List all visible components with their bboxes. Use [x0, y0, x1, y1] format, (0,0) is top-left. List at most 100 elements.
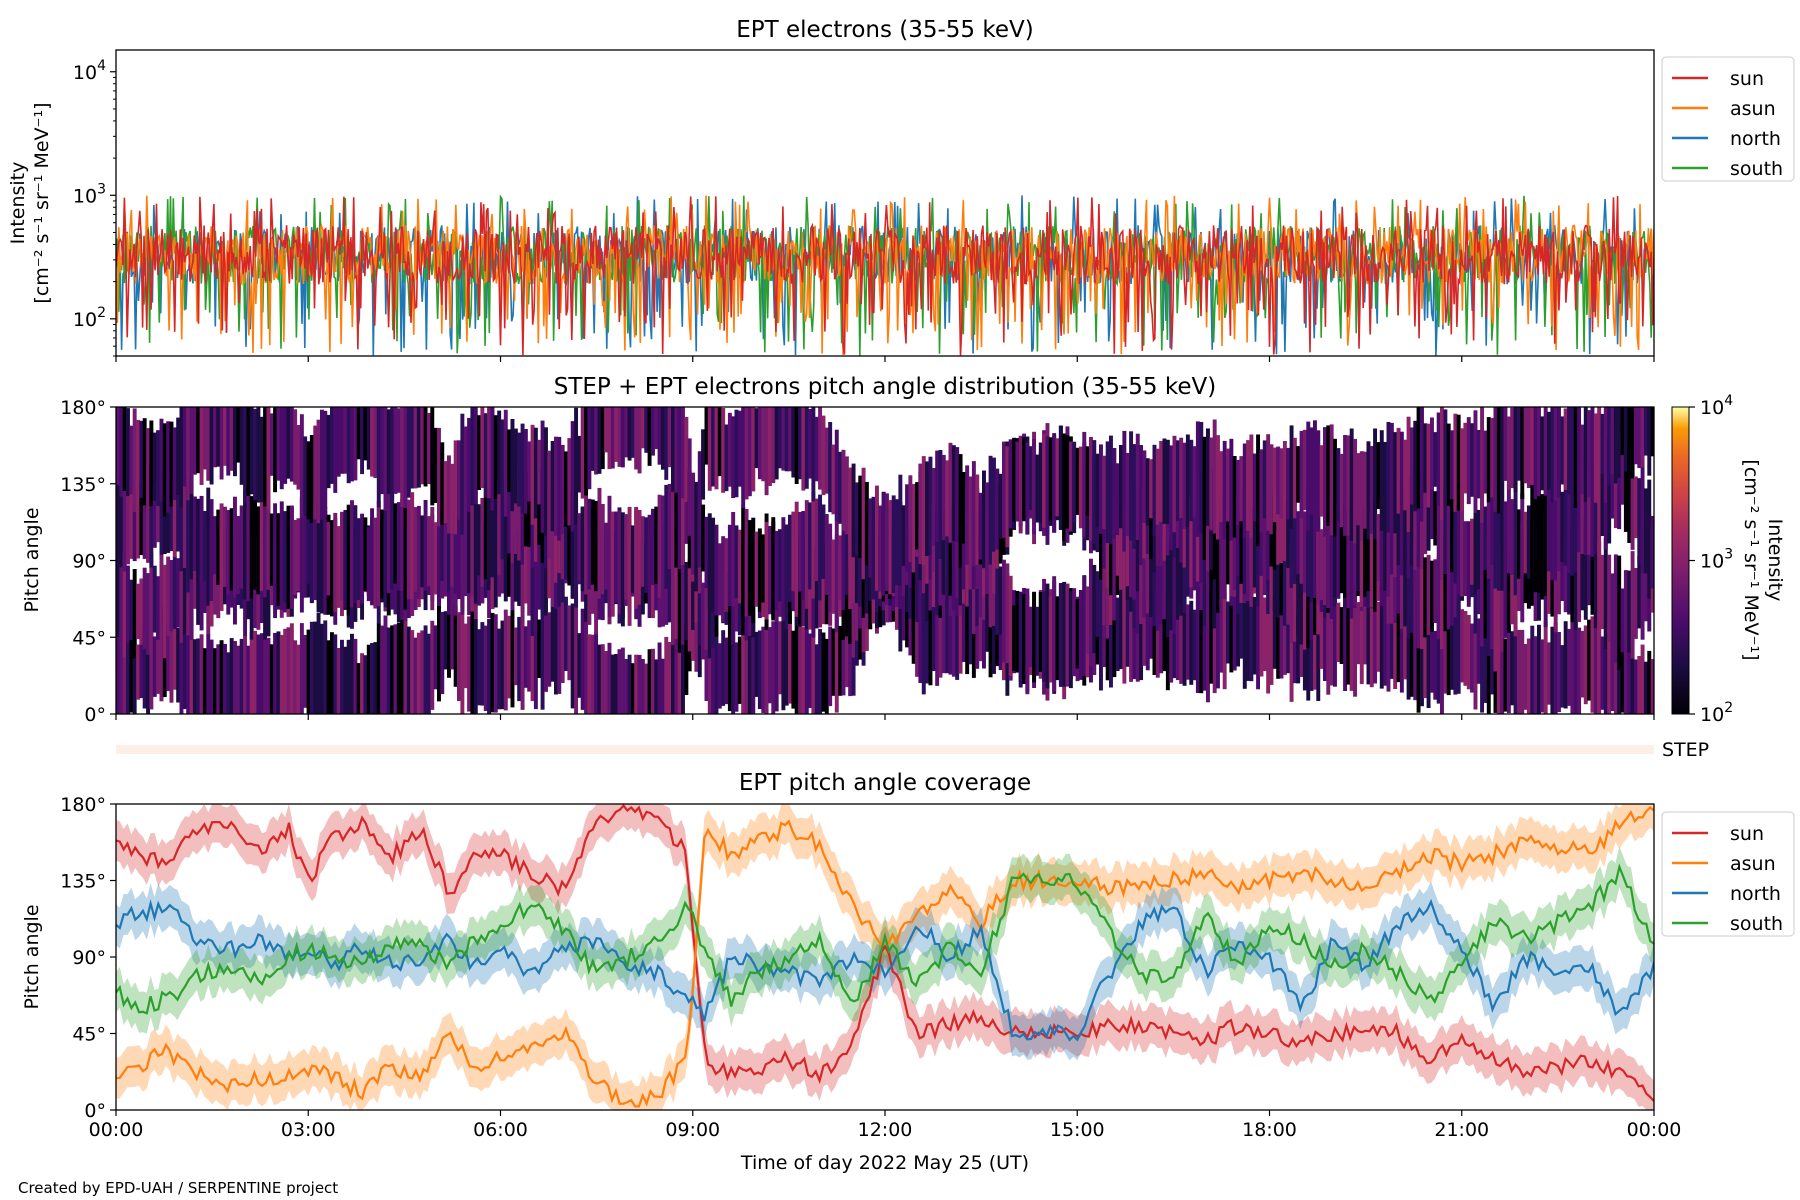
y-tick-label: 90° — [72, 551, 106, 573]
pad-cell — [1313, 420, 1317, 521]
pad-cell — [1420, 551, 1424, 649]
pad-cell — [998, 473, 1003, 539]
pad-cell — [778, 621, 782, 695]
pad-cell — [517, 616, 522, 702]
pad-cell — [1617, 628, 1622, 714]
coverage-legend: sun asun north south — [1661, 811, 1795, 937]
pad-cell — [935, 508, 940, 599]
pad-cell — [1129, 431, 1134, 541]
pad-y-ticks: 0° 45° 90° 135° 180° — [60, 397, 116, 726]
y-tick-label: 180° — [60, 794, 106, 816]
pad-cell — [657, 494, 662, 598]
pad-cell — [1363, 588, 1368, 665]
pad-cell — [1389, 422, 1394, 524]
pad-cell — [1269, 444, 1274, 535]
pad-cell — [948, 502, 953, 596]
pad-cell — [620, 647, 625, 714]
pad-cell — [985, 588, 990, 652]
pad-cell — [1516, 407, 1521, 481]
pad-cell — [346, 407, 351, 484]
pad-cell — [263, 407, 268, 507]
pad-cell — [584, 620, 589, 714]
pad-cell — [1155, 448, 1160, 525]
pad-cell — [1423, 423, 1428, 493]
pad-cell — [557, 436, 562, 541]
pad-cell — [1430, 477, 1434, 540]
pad-cell — [925, 461, 930, 556]
pad-cell — [1226, 448, 1230, 520]
pad-cell — [774, 530, 779, 610]
pad-cell — [356, 407, 361, 460]
credit-text: Created by EPD-UAH / SERPENTINE project — [18, 1179, 338, 1197]
pad-cell — [1035, 454, 1040, 523]
pad-cell — [978, 593, 983, 662]
pad-cell — [674, 629, 679, 714]
pad-cell — [1466, 614, 1471, 690]
pad-cell — [530, 528, 535, 636]
pad-cell — [296, 518, 301, 592]
pad-cell — [1587, 526, 1592, 606]
pad-cell — [189, 407, 194, 494]
pad-cell — [1379, 585, 1384, 689]
pad-cell — [373, 642, 378, 714]
pad-cell — [841, 449, 846, 531]
pad-cell — [216, 644, 221, 714]
pad-cell — [1587, 619, 1592, 701]
pad-cell — [704, 516, 709, 588]
pad-cell — [1155, 589, 1160, 678]
intensity-series-asun — [116, 195, 1654, 356]
pad-cell — [136, 644, 141, 700]
pad-cell — [714, 627, 719, 714]
step-strip-label: STEP — [1662, 739, 1709, 761]
pad-cell — [1282, 609, 1287, 675]
pad-cell — [1032, 439, 1037, 535]
pad-cell — [1470, 623, 1475, 693]
pad-cell — [697, 451, 702, 568]
x-tick-label: 06:00 — [473, 1119, 528, 1141]
pad-cell — [390, 625, 395, 714]
pad-cell — [1085, 446, 1090, 516]
pad-cell — [1242, 583, 1247, 689]
pad-cell — [1577, 407, 1582, 502]
pad-cell — [477, 415, 482, 490]
pad-cell — [861, 467, 866, 580]
pad-cell — [437, 427, 441, 527]
pad-cell — [945, 510, 950, 603]
pad-cell — [674, 536, 679, 639]
pad-cell — [764, 521, 769, 620]
pad-cell — [1553, 533, 1558, 633]
pad-cell — [818, 629, 823, 714]
pad-cell — [1420, 407, 1424, 522]
pad-cell — [1446, 615, 1451, 696]
pad-cell — [1072, 441, 1077, 522]
pad-cell — [961, 514, 966, 590]
pad-cell — [590, 499, 595, 585]
pad-cell — [747, 628, 752, 714]
pad-cell — [737, 636, 742, 704]
pad-cell — [450, 601, 455, 670]
pad-cell — [340, 639, 344, 714]
panel-pad: STEP + EPT electrons pitch angle distrib… — [21, 374, 1786, 726]
pad-cell — [1169, 445, 1174, 530]
pad-cell — [1476, 430, 1481, 499]
pad-cell — [1570, 460, 1575, 576]
pad-cell — [340, 407, 344, 474]
colorbar-tick-label: 102 — [1700, 700, 1733, 726]
pad-cell — [1480, 606, 1485, 713]
pad-cell — [1343, 591, 1348, 691]
pad-cell — [661, 407, 665, 470]
pad-cell — [1022, 594, 1027, 684]
pad-cell — [1109, 435, 1113, 545]
pad-cell — [1139, 528, 1144, 625]
pad-cell — [757, 630, 762, 709]
pad-cell — [804, 614, 809, 714]
pad-cell — [219, 407, 224, 480]
pad-cell — [1533, 485, 1538, 593]
pad-cell — [1195, 421, 1200, 537]
pad-cell — [1102, 589, 1107, 668]
pad-cell — [1597, 541, 1602, 639]
pad-cell — [1369, 446, 1374, 534]
pad-cell — [450, 505, 455, 587]
pad-cell — [1015, 590, 1020, 673]
